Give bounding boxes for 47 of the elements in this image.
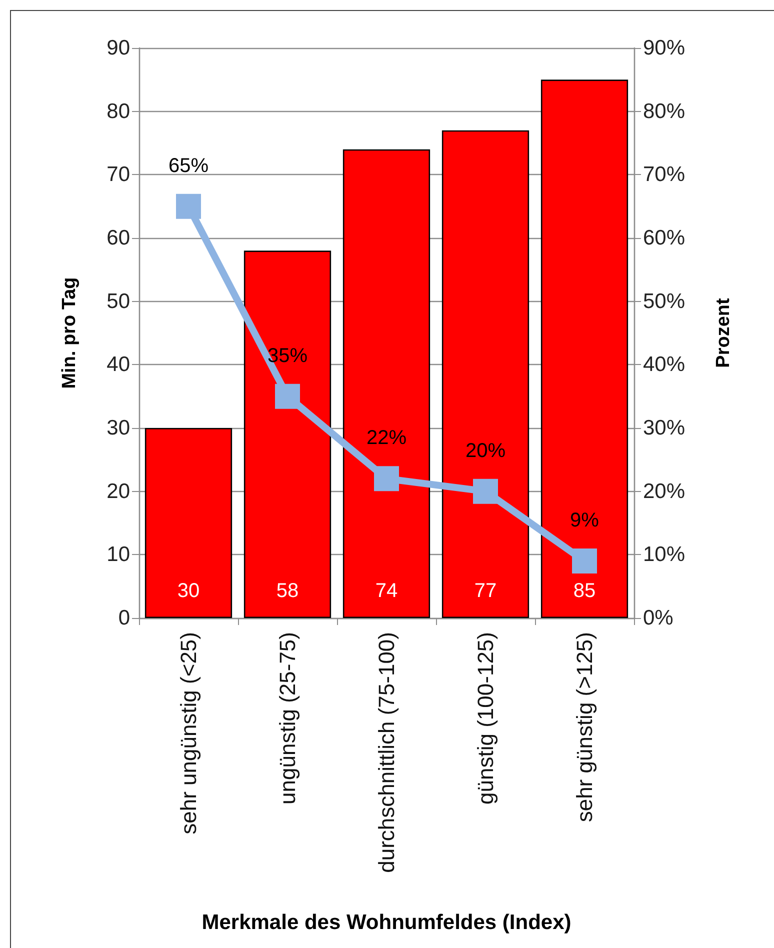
x-tick-label: ungünstig (25-75) bbox=[275, 632, 300, 804]
x-tick-label: sehr günstig (>125) bbox=[572, 632, 597, 822]
bar bbox=[342, 149, 430, 618]
data-label: 22% bbox=[366, 427, 407, 450]
data-label: 77 bbox=[474, 580, 497, 602]
point bbox=[572, 548, 597, 574]
data-label: 20% bbox=[465, 440, 506, 462]
x-tick-label: durchschnittlich (75-100) bbox=[374, 632, 399, 873]
data-label: 30 bbox=[177, 580, 200, 602]
y-tick-label: 70 bbox=[106, 163, 130, 186]
data-label: 58 bbox=[276, 580, 299, 602]
x-tick-label: sehr ungünstig (<25) bbox=[176, 632, 201, 834]
y-tick-label: 20 bbox=[106, 480, 130, 503]
y2-tick-label: 80% bbox=[643, 100, 686, 123]
y-axis-title: Min. pro Tag bbox=[59, 277, 80, 389]
point bbox=[176, 194, 201, 219]
y2-tick-label: 0% bbox=[643, 606, 674, 630]
data-label: 85 bbox=[573, 580, 596, 602]
bar bbox=[244, 250, 332, 618]
y-tick-label: 80 bbox=[106, 100, 130, 123]
y2-tick-label: 20% bbox=[643, 480, 686, 503]
y2-axis-title: Prozent bbox=[713, 298, 734, 368]
data-label: 9% bbox=[570, 510, 600, 532]
y2-tick-label: 30% bbox=[643, 416, 686, 440]
y-tick-label: 50 bbox=[106, 290, 130, 313]
y-tick-label: 0 bbox=[118, 606, 130, 630]
x-axis-title: Merkmale des Wohnumfeldes (Index) bbox=[202, 911, 572, 934]
point bbox=[473, 478, 498, 504]
y-tick-label: 60 bbox=[106, 226, 130, 250]
y2-tick-label: 70% bbox=[643, 163, 686, 186]
y-tick-label: 40 bbox=[106, 353, 130, 376]
bar bbox=[540, 80, 628, 618]
y2-tick-label: 90% bbox=[643, 36, 686, 60]
y2-tick-label: 10% bbox=[643, 543, 686, 566]
y-tick-label: 10 bbox=[106, 543, 130, 566]
point bbox=[374, 466, 399, 492]
bar bbox=[144, 428, 232, 618]
y-tick-label: 90 bbox=[106, 36, 130, 60]
x-tick-label: günstig (100-125) bbox=[473, 632, 498, 804]
y2-tick-label: 50% bbox=[643, 290, 686, 313]
data-label: 74 bbox=[375, 580, 398, 602]
y2-tick-label: 40% bbox=[643, 353, 686, 376]
y2-tick-label: 60% bbox=[643, 226, 686, 250]
bar bbox=[442, 130, 530, 618]
y-tick-label: 30 bbox=[106, 416, 130, 440]
point bbox=[275, 384, 300, 409]
data-label: 65% bbox=[168, 154, 209, 177]
